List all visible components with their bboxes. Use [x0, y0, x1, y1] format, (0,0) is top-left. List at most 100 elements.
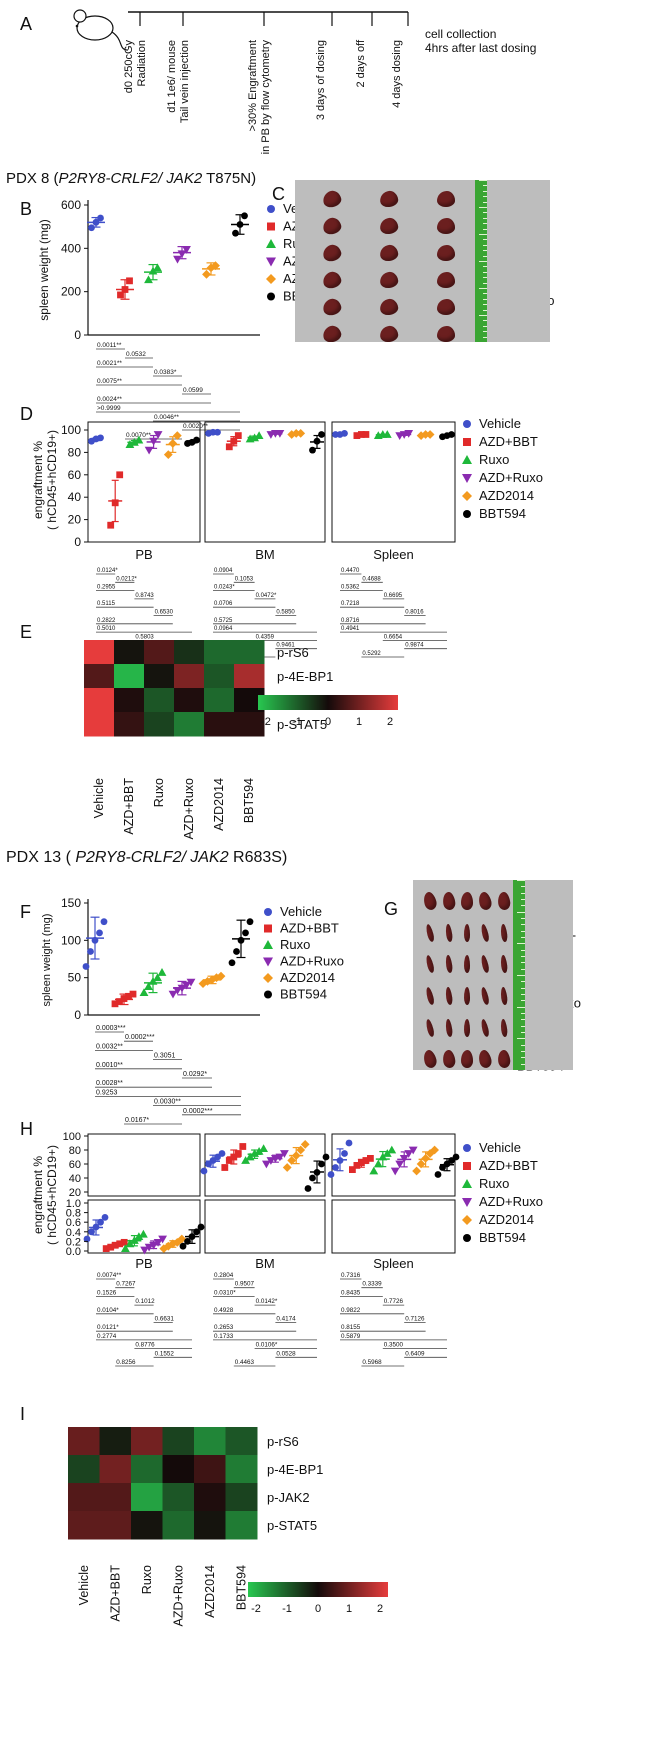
spleen-sample	[463, 955, 471, 974]
data-point-vehicle	[341, 1150, 348, 1157]
scale-tick-label: 0	[315, 1603, 321, 1615]
scale-tick-label: 2	[387, 716, 393, 728]
pvalue-label: 0.0070**	[126, 432, 151, 439]
data-point-azd2014	[416, 1159, 426, 1169]
data-point-bbt594	[322, 1153, 330, 1161]
heatmap-cell	[131, 1427, 163, 1456]
ruler-tick	[521, 905, 525, 907]
heatmap-cell	[114, 664, 145, 689]
timeline-event-label: Tail vein injection	[179, 40, 191, 123]
spleen-sample	[441, 1049, 456, 1069]
pvalue-label: 0.0472*	[256, 593, 277, 599]
pvalue-label: 0.5803	[135, 634, 154, 640]
panel-letter-D: D	[20, 404, 33, 424]
legend-label: Ruxo	[479, 452, 509, 467]
data-point-bbt594	[242, 929, 249, 937]
ruler-tick	[517, 975, 525, 976]
legend-marker-vehicle	[264, 908, 272, 916]
panel-letter-A: A	[20, 14, 32, 34]
data-point-bbt594	[193, 436, 200, 444]
heatmap-cell	[84, 640, 115, 665]
pvalue-label: 0.0383*	[154, 369, 177, 376]
pvalue-label: >0.9999	[97, 405, 121, 412]
heatmap-cell	[144, 688, 175, 713]
spleen-sample	[477, 890, 494, 912]
ruler-tick	[521, 1019, 525, 1021]
scale-tick-label: 2	[377, 1603, 383, 1615]
legend-label: Ruxo	[280, 937, 310, 952]
ruler-tick	[483, 304, 487, 306]
y-tick-label: 80	[68, 445, 82, 459]
ruler-tick	[483, 331, 487, 333]
data-point-ruxo	[387, 1145, 397, 1154]
pvalue-label: 0.0964	[214, 626, 233, 632]
timeline-end-note: cell collection	[425, 27, 496, 41]
pvalue-label: 0.5850	[276, 610, 295, 616]
data-point-azd-bbt	[221, 1164, 229, 1171]
heatmap-row-label: p-rS6	[277, 645, 309, 660]
spleen-sample	[424, 986, 436, 1006]
y-axis-label: engraftment %	[31, 1156, 45, 1234]
heatmap-cell	[131, 1483, 163, 1512]
data-point-azd-bbt	[353, 1162, 361, 1169]
data-point-azd2014	[421, 430, 430, 439]
data-point-azd-bbt	[116, 998, 123, 1005]
pvalue-label: 0.6654	[384, 634, 403, 640]
legend-marker-azd-ruxo	[263, 957, 273, 967]
ruler-tick	[483, 212, 487, 214]
pvalue-label: 0.6695	[384, 593, 403, 599]
y-tick-label: 600	[61, 198, 81, 212]
data-point-azd2014	[163, 450, 173, 460]
section-title-suffix: R683S)	[229, 849, 288, 866]
ruler-tick	[479, 234, 487, 235]
heatmap-row-label: p-rS6	[267, 1434, 299, 1449]
legend-marker-bbt594	[463, 510, 471, 518]
pvalue-label: 0.0706	[214, 601, 233, 607]
spleen-sample	[444, 923, 453, 942]
data-point-azd-bbt	[120, 995, 128, 1002]
legend-marker-azd-ruxo	[462, 1198, 472, 1207]
spleen-sample	[444, 986, 453, 1006]
data-point-azd2014	[296, 428, 306, 438]
legend-label: AZD+Ruxo	[479, 470, 543, 485]
spleen-sample	[378, 189, 400, 208]
spleen-sample	[320, 323, 343, 342]
data-point-ruxo	[144, 982, 153, 991]
heatmap-cell	[84, 712, 115, 737]
pvalue-label: 0.0011**	[97, 342, 122, 349]
heatmap-cell	[234, 712, 265, 737]
legend-marker-azd2014	[266, 274, 276, 284]
spleen-sample	[320, 242, 343, 263]
spleen-sample	[460, 1050, 474, 1069]
legend-marker-ruxo	[266, 239, 276, 248]
legend-label: AZD2014	[479, 488, 534, 503]
pvalue-label: 0.7726	[384, 1298, 404, 1305]
heatmap-cell	[84, 664, 115, 689]
spleen-sample	[496, 1049, 511, 1069]
ruler-tick	[483, 320, 487, 322]
heatmap-cell	[162, 1427, 195, 1456]
ruler-tick	[521, 968, 525, 970]
pvalue-label: 0.5115	[97, 601, 116, 607]
ruler-tick	[521, 1013, 525, 1014]
pvalue-label: 0.0904	[214, 568, 233, 574]
data-point-ruxo	[259, 1144, 268, 1152]
y-tick-label: 100	[63, 1131, 81, 1143]
heatmap-cell	[68, 1483, 100, 1512]
heatmap-cell	[162, 1511, 195, 1540]
y-tick-label: 0.6	[66, 1217, 81, 1229]
spleen-sample	[437, 217, 456, 234]
pvalue-label: 0.0021**	[97, 360, 122, 367]
spleen-sample	[437, 244, 456, 261]
spleen-sample	[437, 325, 456, 342]
ruler-tick	[483, 266, 487, 268]
panel-letter-E: E	[20, 622, 32, 642]
data-point-vehicle	[92, 1223, 100, 1231]
section-title: PDX 8 (P2RY8-CRLF2/ JAK2 T875N)	[6, 170, 256, 187]
pvalue-label: 0.0075**	[97, 378, 122, 385]
heatmap-row-label: p-STAT5	[277, 717, 327, 732]
timeline-event-label: 2 days off	[355, 39, 367, 87]
data-point-ruxo	[139, 1229, 148, 1238]
section-title-prefix: PDX 8 (	[6, 170, 59, 187]
legend-label: BBT594	[479, 1230, 526, 1245]
